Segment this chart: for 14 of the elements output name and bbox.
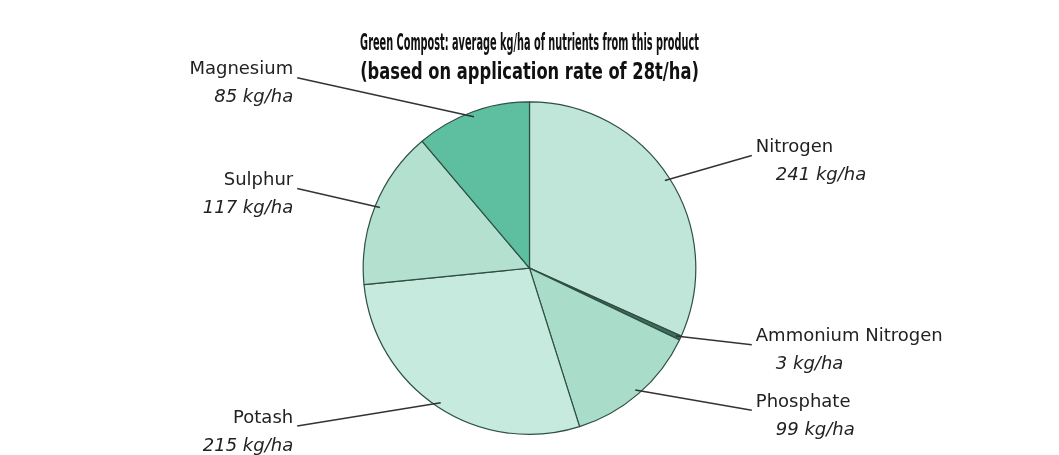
chart-subtitle: (based on application rate of 28t/ha) [360,58,699,86]
data-label: 85 kg/ha [214,85,294,107]
data-label: 3 kg/ha [775,352,844,374]
slice-label: Sulphur [223,168,294,190]
chart-title: Green Compost: average kg/ha of nutrients from this product [360,28,700,55]
data-label: 117 kg/ha [202,196,294,218]
data-label: 241 kg/ha [775,163,867,185]
data-label: 215 kg/ha [202,433,294,455]
slice-label: Magnesium [189,57,294,79]
slice-label: Phosphate [755,389,851,411]
slice-label: Nitrogen [755,135,834,157]
slice-label: Potash [233,405,294,427]
data-label: 99 kg/ha [775,417,855,439]
slice-label: Ammonium Nitrogen [755,324,943,346]
